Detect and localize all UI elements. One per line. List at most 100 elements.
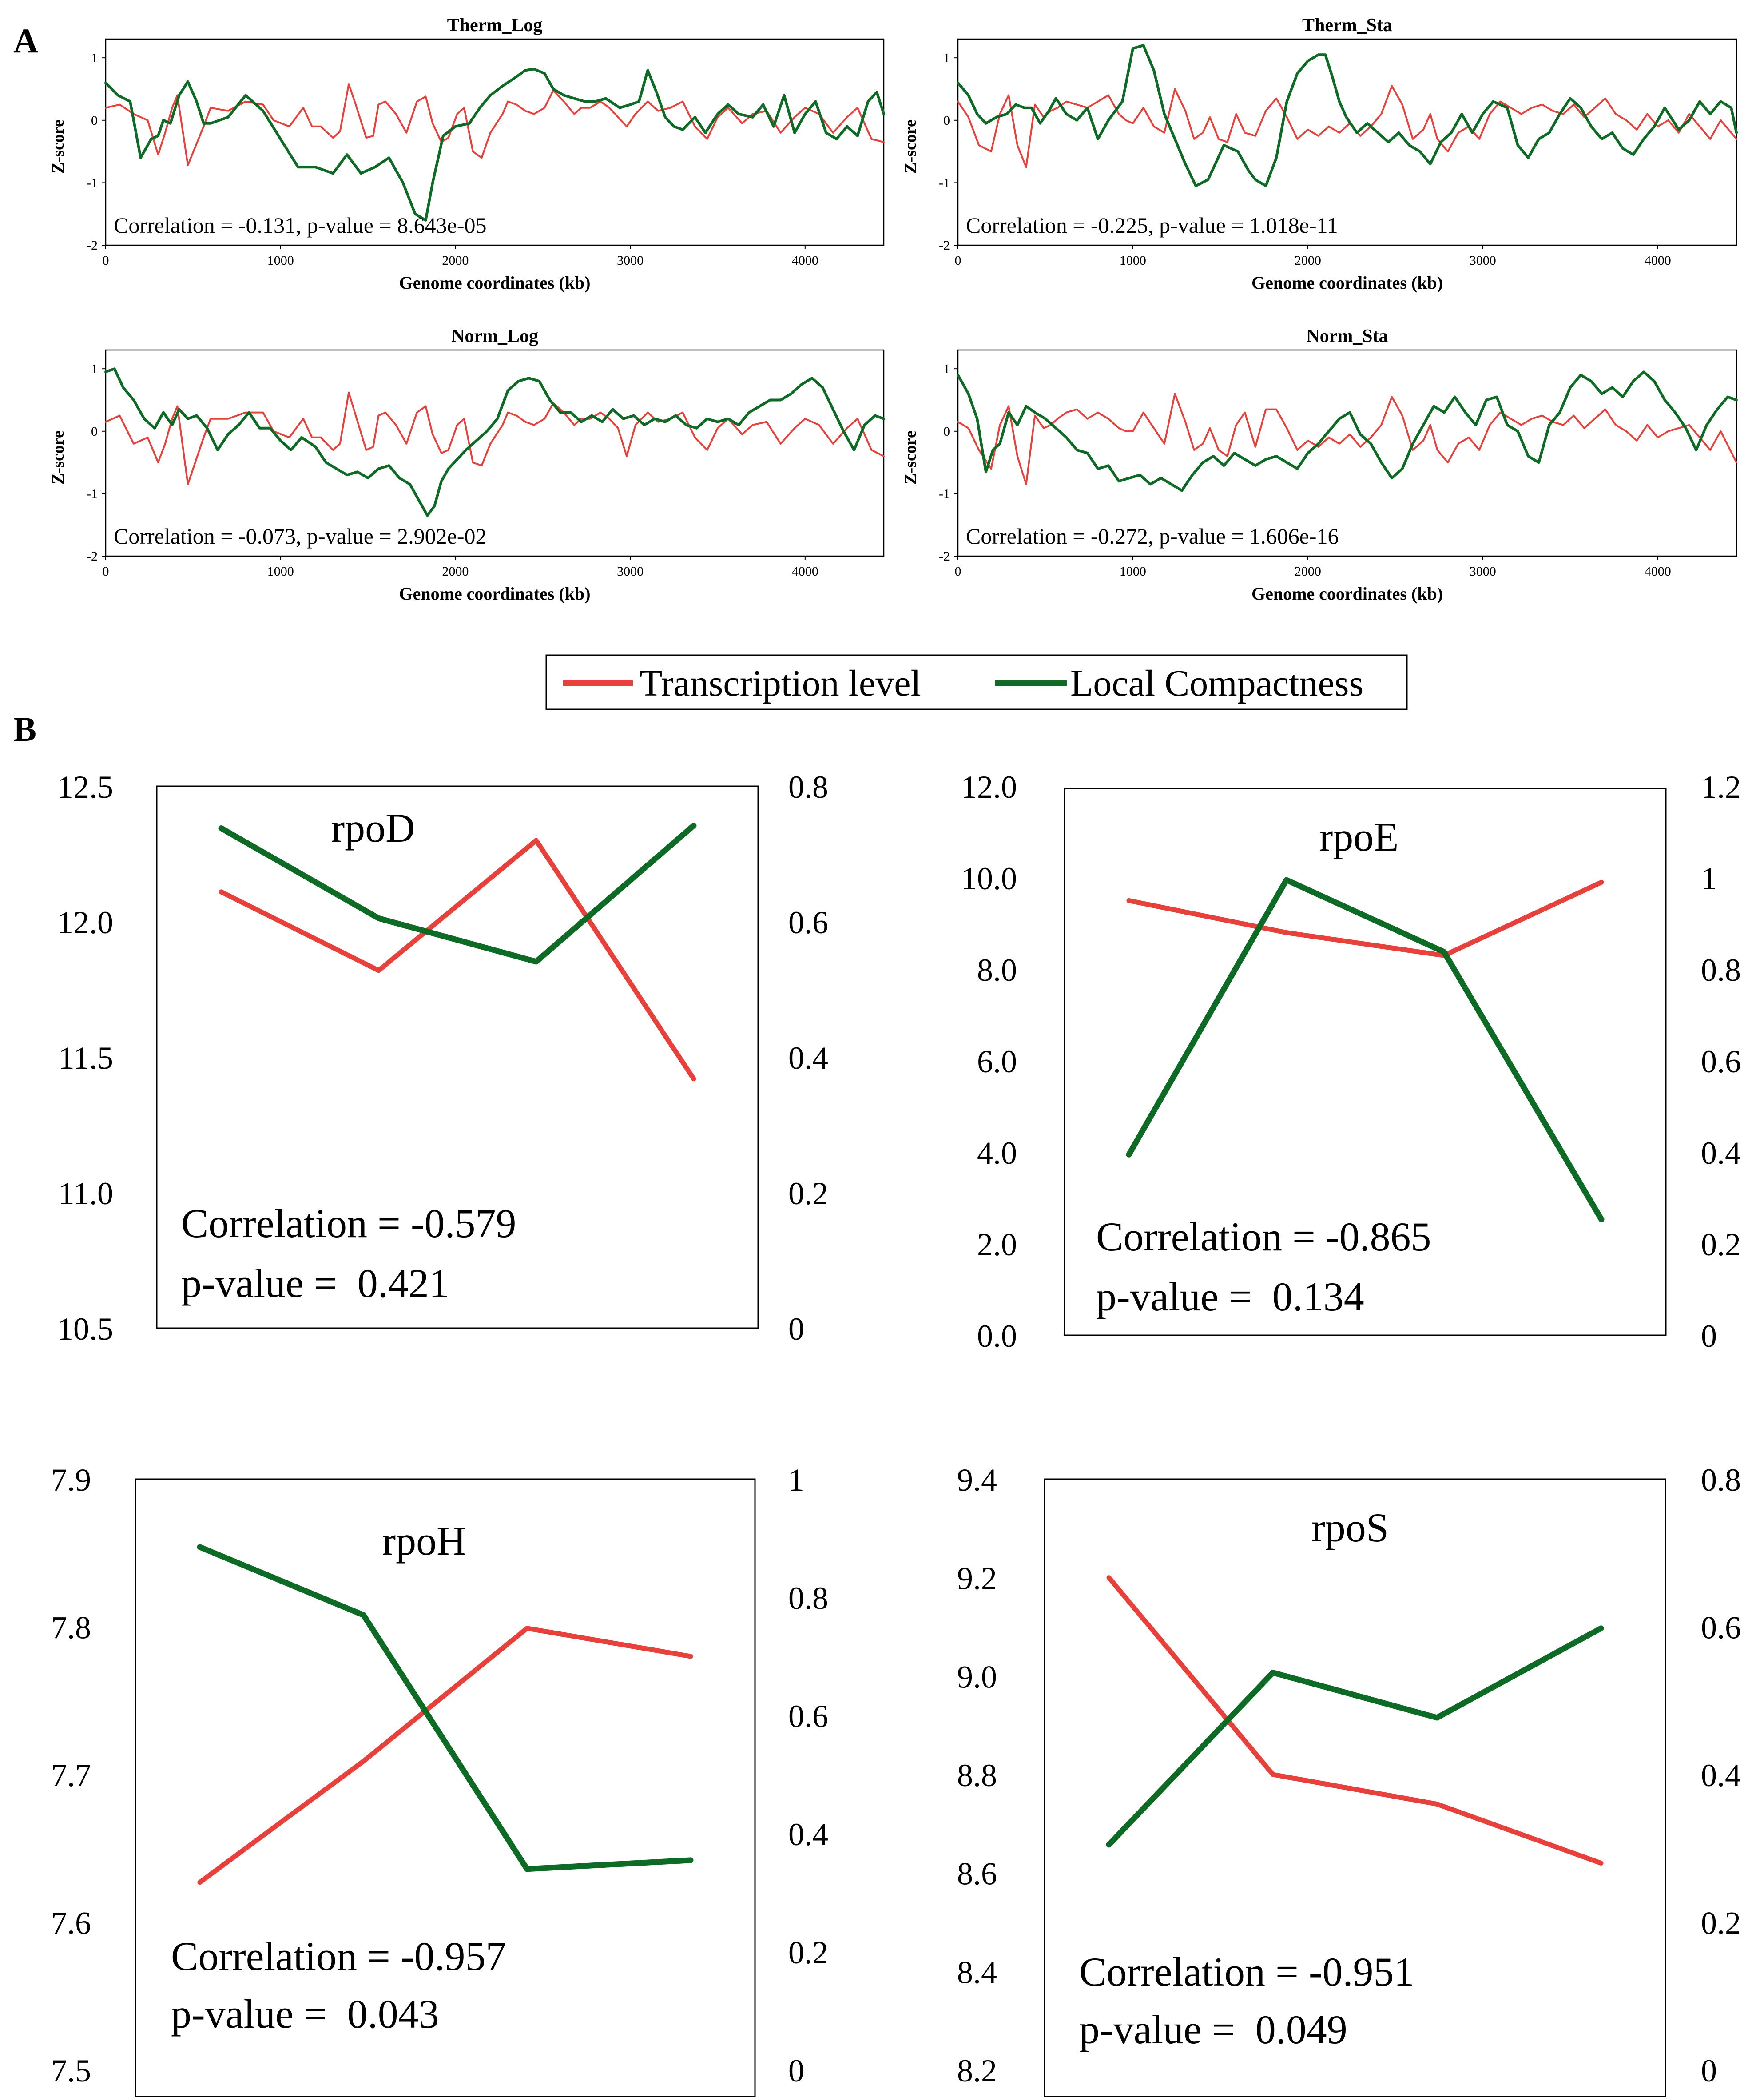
x-tick-label: 2000 <box>1295 253 1321 268</box>
series-transcription-line <box>1106 1575 1604 1866</box>
chart-rpoH: 7.9 7.8 7.7 7.6 7.5 1 0.8 0.6 0.4 0.2 0 rpoH Correla… <box>51 1462 828 2097</box>
right-y-tick-label: 0.8 <box>1701 1462 1741 1498</box>
series-compactness-line <box>104 367 885 517</box>
chart-title: rpoE <box>1319 814 1399 859</box>
x-tick-label: 4000 <box>792 253 818 268</box>
right-y-tick-label: 0.6 <box>1701 1044 1741 1079</box>
legend-label-compactness: Local Compactness <box>1070 663 1363 704</box>
left-y-tick-label: 8.8 <box>957 1758 997 1793</box>
x-axis-label: Genome coordinates (kb) <box>399 584 590 604</box>
x-tick-label: 4000 <box>792 564 818 579</box>
legend-label-transcription: Transcription level <box>640 663 921 704</box>
correlation-annotation: Correlation = -0.225, p-value = 1.018e-1… <box>966 213 1338 238</box>
chart-therm_log: Therm_Log Genome coordinates (kb) Z-score 0… <box>49 15 885 293</box>
series-transcription-line <box>197 1626 693 1885</box>
series-transcription-line <box>219 838 696 1082</box>
correlation-annotation: Correlation = -0.131, p-value = 8.643e-0… <box>114 213 487 238</box>
y-tick-label: -2 <box>87 238 98 253</box>
left-y-tick-label: 7.5 <box>51 2053 91 2089</box>
p-value-annotation: p-value = 0.421 <box>181 1261 449 1306</box>
panel-label-b: B <box>13 710 36 748</box>
left-y-tick-label: 9.4 <box>957 1462 997 1498</box>
y-tick-label: -1 <box>87 486 98 501</box>
series-transcription-line <box>957 393 1737 485</box>
left-y-tick-label: 7.6 <box>51 1906 91 1941</box>
series-compactness-line <box>957 370 1738 492</box>
plot-frame <box>957 349 1737 557</box>
correlation-annotation: Correlation = -0.579 <box>181 1201 516 1246</box>
x-tick-label: 3000 <box>617 564 644 579</box>
chart-norm_sta: Norm_Sta Genome coordinates (kb) Z-score 0 1… <box>901 326 1738 604</box>
right-y-tick-label: 0.6 <box>788 905 828 940</box>
plot-frame <box>105 349 885 557</box>
left-y-tick-label: 4.0 <box>977 1135 1017 1171</box>
x-tick-label: 1000 <box>1120 564 1146 579</box>
y-tick-label: 0 <box>943 424 950 439</box>
left-y-tick-label: 8.4 <box>957 1954 997 1990</box>
right-y-tick-label: 0.6 <box>1701 1610 1741 1646</box>
chart-title: Therm_Log <box>447 15 543 36</box>
correlation-annotation: Correlation = -0.865 <box>1096 1214 1431 1259</box>
chart-title: rpoD <box>331 805 415 851</box>
right-y-tick-label: 0.8 <box>788 769 828 805</box>
x-tick-label: 2000 <box>442 564 469 579</box>
y-tick-label: 1 <box>91 51 98 65</box>
series-compactness-line <box>104 68 885 222</box>
x-tick-label: 4000 <box>1645 564 1671 579</box>
right-y-tick-label: 0.4 <box>788 1817 828 1852</box>
left-y-tick-label: 12.0 <box>961 769 1017 805</box>
correlation-annotation: Correlation = -0.272, p-value = 1.606e-1… <box>966 524 1339 549</box>
chart-title: Norm_Log <box>451 326 538 346</box>
y-tick-label: -1 <box>939 486 950 501</box>
y-tick-label: 1 <box>943 51 950 65</box>
right-y-tick-label: 0.8 <box>788 1580 828 1616</box>
series-compactness-line <box>1106 1625 1604 1848</box>
x-tick-label: 1000 <box>1120 253 1146 268</box>
plot-frame <box>957 38 1737 246</box>
y-tick-label: 1 <box>943 362 950 376</box>
series-transcription-line <box>105 83 885 166</box>
left-y-tick-label: 7.9 <box>51 1462 91 1498</box>
x-axis-label: Genome coordinates (kb) <box>399 273 590 293</box>
x-tick-label: 0 <box>955 564 961 579</box>
chart-title: rpoH <box>382 1518 466 1564</box>
left-y-tick-label: 11.0 <box>59 1176 113 1211</box>
chart-legend: Transcription level Local Compactness <box>545 654 1408 710</box>
right-y-tick-label: 1.2 <box>1701 769 1741 805</box>
chart-rpoD: 12.5 12.0 11.5 11.0 10.5 0.8 0.6 0.4 0.2 0 rpoD Cor… <box>57 769 828 1347</box>
y-tick-label: 1 <box>91 362 98 376</box>
y-axis-label: Z-score <box>901 119 920 174</box>
chart-title: Therm_Sta <box>1302 15 1392 36</box>
annotation-frame <box>1064 788 1667 1336</box>
y-axis-label: Z-score <box>901 430 920 485</box>
x-tick-label: 4000 <box>1645 253 1671 268</box>
p-value-annotation: p-value = 0.134 <box>1096 1274 1364 1319</box>
y-tick-label: 0 <box>91 424 98 439</box>
left-y-tick-label: 11.5 <box>59 1040 113 1076</box>
x-tick-label: 3000 <box>1470 253 1496 268</box>
right-y-tick-label: 1 <box>788 1462 804 1498</box>
series-transcription-line <box>957 85 1737 168</box>
left-y-tick-label: 9.2 <box>957 1561 997 1596</box>
series-compactness-line <box>957 44 1738 187</box>
right-y-tick-label: 0 <box>1701 2053 1717 2089</box>
series-transcription-line <box>1126 879 1604 958</box>
x-tick-label: 3000 <box>1470 564 1496 579</box>
right-y-tick-label: 0.4 <box>788 1040 828 1076</box>
chart-title: Norm_Sta <box>1306 326 1388 346</box>
right-y-tick-label: 0.8 <box>1701 952 1741 988</box>
x-tick-label: 0 <box>955 253 961 268</box>
x-tick-label: 1000 <box>267 564 294 579</box>
x-tick-label: 3000 <box>617 253 644 268</box>
annotation-frame <box>1044 1478 1666 2097</box>
y-tick-label: -2 <box>939 549 950 564</box>
y-tick-label: -2 <box>939 238 950 253</box>
right-y-tick-label: 0.4 <box>1701 1758 1741 1793</box>
x-tick-label: 0 <box>103 564 109 579</box>
y-axis-label: Z-score <box>49 119 68 174</box>
p-value-annotation: p-value = 0.043 <box>171 1991 439 2037</box>
right-y-tick-label: 0 <box>1701 1318 1717 1354</box>
x-tick-label: 1000 <box>267 253 294 268</box>
series-transcription-line <box>105 391 885 485</box>
chart-title: rpoS <box>1311 1505 1389 1550</box>
